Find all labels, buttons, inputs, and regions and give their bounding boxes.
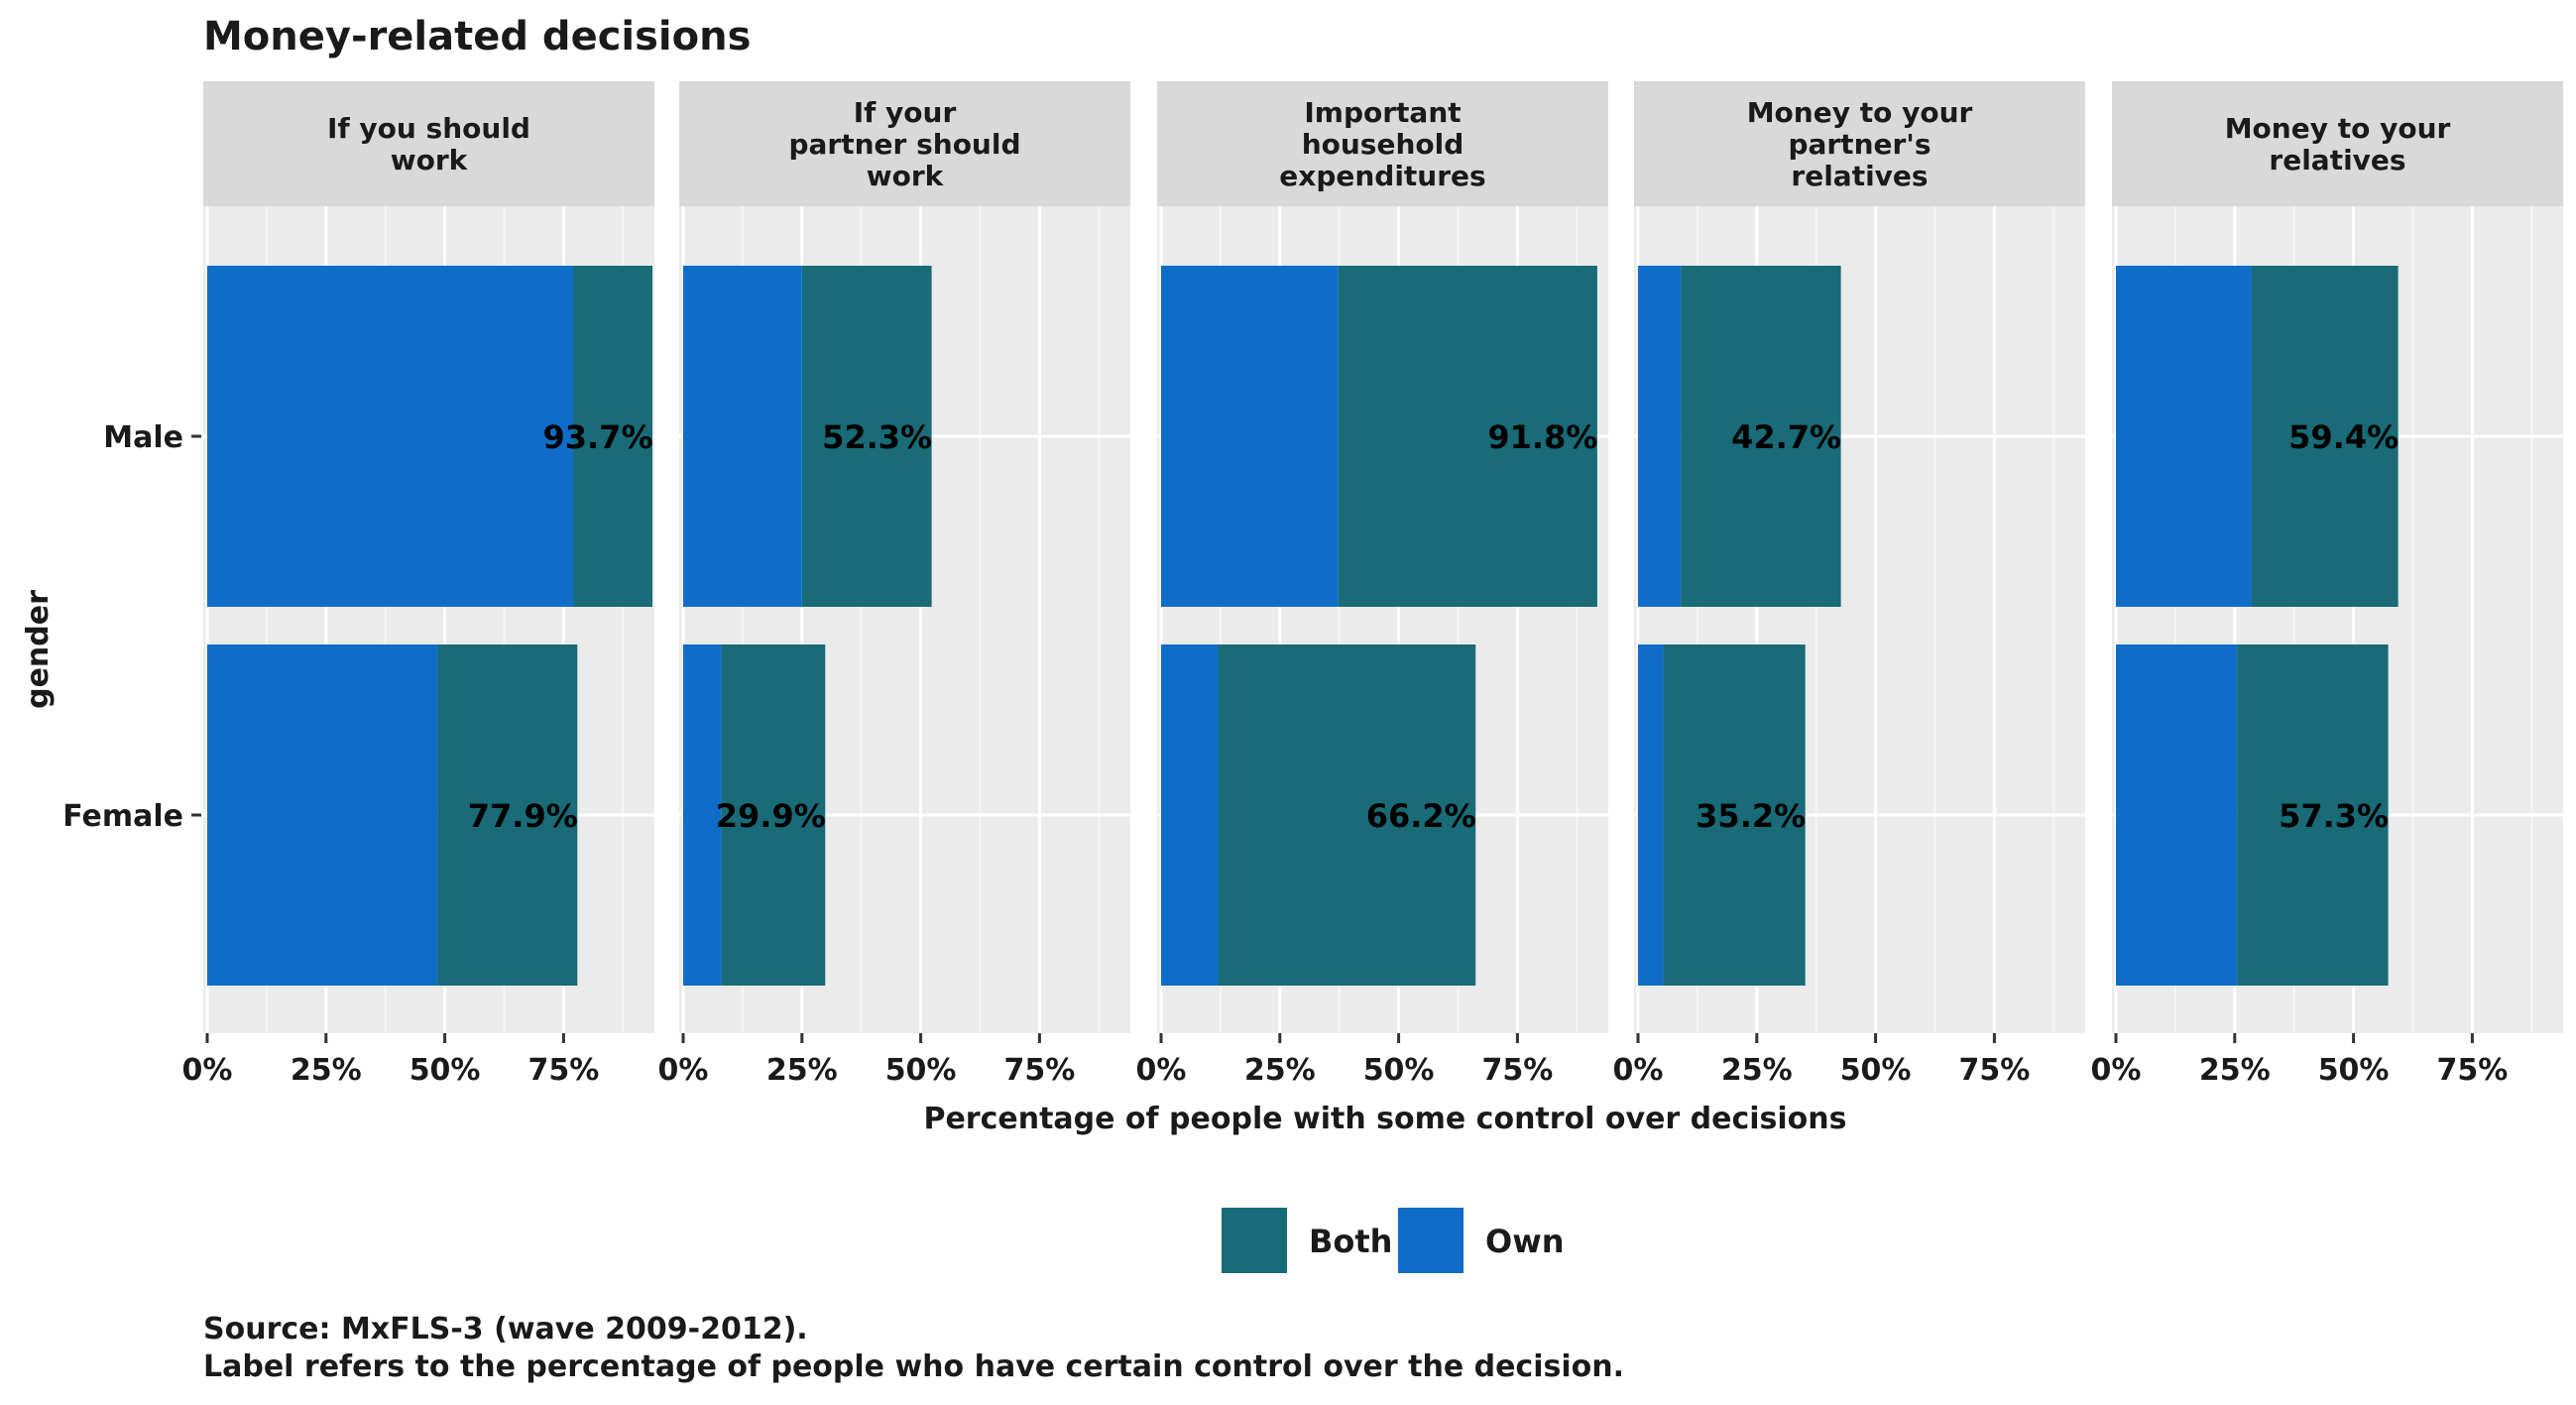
- facet-title-line: If you should: [327, 112, 530, 145]
- x-tick-label: 25%: [1721, 1053, 1793, 1088]
- bar-total-label: 57.3%: [2279, 797, 2389, 835]
- bar-total-label: 59.4%: [2288, 418, 2399, 456]
- facet-title-line: Money to your: [1747, 96, 1973, 129]
- x-tick-label: 0%: [658, 1053, 709, 1088]
- bar-total-label: 35.2%: [1696, 797, 1806, 835]
- bar-both: [437, 644, 578, 986]
- x-tick-label: 25%: [766, 1053, 838, 1088]
- bar-total-label: 91.8%: [1487, 418, 1597, 456]
- x-tick-label: 75%: [1958, 1053, 2030, 1088]
- x-tick-label: 50%: [1363, 1053, 1435, 1088]
- bar-total-label: 66.2%: [1366, 797, 1476, 835]
- y-axis-title: gender: [21, 590, 56, 709]
- legend-swatch-both: [1222, 1208, 1287, 1273]
- bar-both: [721, 644, 826, 986]
- x-tick-label: 25%: [291, 1053, 362, 1088]
- bar-total-label: 93.7%: [542, 418, 652, 456]
- facet-strip: [203, 81, 654, 206]
- x-tick-label: 50%: [2318, 1053, 2390, 1088]
- facet-title-line: Money to your: [2225, 112, 2451, 145]
- facet-title-line: partner's: [1788, 128, 1931, 161]
- caption: Source: MxFLS-3 (wave 2009-2012).Label r…: [203, 1312, 1624, 1384]
- bar-own: [1638, 644, 1664, 986]
- legend-label-both: Both: [1309, 1223, 1392, 1260]
- x-tick-label: 0%: [1613, 1053, 1664, 1088]
- bar-own: [2116, 644, 2238, 986]
- x-tick-label: 50%: [1840, 1053, 1912, 1088]
- x-tick-label: 25%: [1244, 1053, 1316, 1088]
- facet-strip: [1157, 81, 1608, 206]
- facet-strip: [679, 81, 1130, 206]
- x-tick-label: 0%: [1136, 1053, 1187, 1088]
- facet-title-line: partner should: [788, 128, 1020, 161]
- x-tick-label: 25%: [2199, 1053, 2271, 1088]
- x-tick-label: 50%: [410, 1053, 481, 1088]
- bar-own: [683, 644, 722, 986]
- facet-title-line: work: [391, 144, 469, 176]
- bar-both: [2251, 266, 2399, 607]
- bar-both: [572, 266, 652, 607]
- legend: Both Own: [1222, 1208, 1565, 1273]
- x-tick-label: 75%: [1003, 1053, 1075, 1088]
- facet-strip: [1634, 81, 2085, 206]
- facet-title-line: Important: [1304, 96, 1461, 129]
- bar-total-label: 42.7%: [1731, 418, 1841, 456]
- bar-total-label: 77.9%: [468, 797, 578, 835]
- bar-both: [1338, 266, 1597, 607]
- bar-total-label: 29.9%: [716, 797, 826, 835]
- facet-title-line: work: [867, 160, 945, 192]
- x-tick-label: 50%: [885, 1053, 957, 1088]
- legend-swatch-own: [1398, 1208, 1464, 1273]
- x-tick-label: 75%: [1481, 1053, 1553, 1088]
- y-tick-label: Female: [62, 799, 183, 834]
- facet-title-line: expenditures: [1279, 160, 1485, 192]
- bar-own: [1161, 644, 1219, 986]
- bar-own: [1161, 266, 1339, 607]
- caption-line: Source: MxFLS-3 (wave 2009-2012).: [203, 1312, 808, 1346]
- bar-total-label: 52.3%: [822, 418, 932, 456]
- bar-own: [1638, 266, 1682, 607]
- facet-title-line: household: [1302, 128, 1464, 161]
- facet-title-line: If your: [854, 96, 957, 129]
- y-tick-label: Male: [103, 420, 183, 455]
- caption-line: Label refers to the percentage of people…: [203, 1349, 1624, 1384]
- y-axis: Male Female: [62, 420, 201, 834]
- bar-both: [1663, 644, 1806, 986]
- x-tick-label: 0%: [182, 1053, 233, 1088]
- x-axis-title: Percentage of people with some control o…: [923, 1102, 1846, 1136]
- facet-title-line: relatives: [2269, 144, 2405, 176]
- facet-strip: [2112, 81, 2563, 206]
- bar-both: [801, 266, 932, 607]
- x-tick-label: 0%: [2091, 1053, 2142, 1088]
- chart-title: Money-related decisions: [203, 14, 751, 59]
- bar-own: [207, 266, 573, 607]
- bar-own: [2116, 266, 2252, 607]
- x-tick-label: 75%: [2436, 1053, 2508, 1088]
- bar-own: [207, 644, 438, 986]
- bar-own: [683, 266, 802, 607]
- facet-title-line: relatives: [1791, 160, 1928, 192]
- legend-label-own: Own: [1485, 1223, 1565, 1260]
- bar-both: [1681, 266, 1841, 607]
- bar-both: [1218, 644, 1476, 986]
- bar-both: [2237, 644, 2389, 986]
- x-tick-label: 75%: [527, 1053, 599, 1088]
